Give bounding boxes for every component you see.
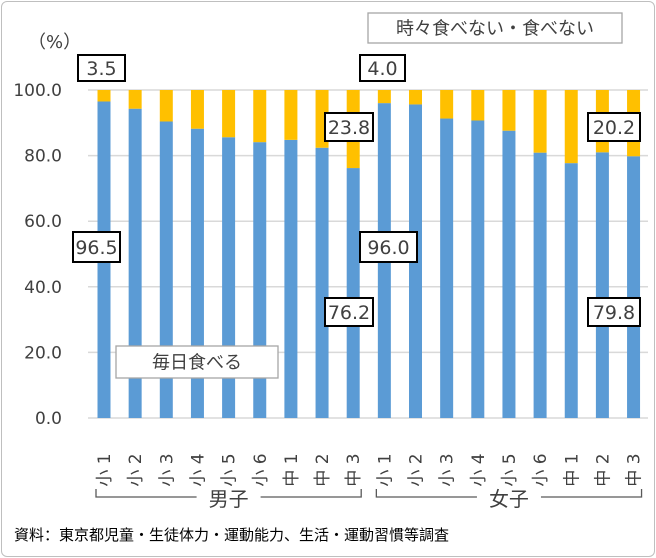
- x-tick-label: 小 4: [188, 453, 208, 486]
- x-tick-label: 中 3: [344, 453, 364, 486]
- data-label-box: [324, 112, 374, 142]
- x-tick-label: 小 5: [220, 453, 240, 486]
- group-bracket: [95, 489, 362, 498]
- x-tick-label: 小 1: [375, 453, 395, 486]
- data-label-box: [359, 231, 418, 263]
- group-label: 女子: [489, 487, 529, 511]
- bar-segment-sometimes: [159, 90, 173, 122]
- bar-segment-sometimes: [377, 90, 391, 104]
- bar-segment-daily: [440, 118, 454, 418]
- x-tick-label: 中 2: [593, 453, 613, 486]
- data-label-box: [359, 54, 406, 82]
- bar-segment-daily: [315, 147, 329, 418]
- legend-sometimes-box: [367, 12, 623, 44]
- bar-segment-daily: [595, 152, 609, 418]
- x-tick-label: 小 3: [438, 453, 458, 486]
- x-tick-label: 小 2: [407, 453, 427, 486]
- legend-daily-box: [115, 345, 279, 379]
- data-label-box: [77, 54, 126, 82]
- y-tick-label: 60.0: [24, 212, 62, 232]
- x-tick-label: 小 1: [95, 453, 115, 486]
- bar-segment-sometimes: [564, 90, 578, 164]
- x-tick-label: 中 2: [313, 453, 333, 486]
- source-note: 資料：東京都児童・生徒体力・運動能力、生活・運動習慣等調査: [14, 526, 450, 544]
- data-label: 96.0: [367, 237, 409, 259]
- group-label: 男子: [209, 487, 249, 511]
- data-label: 76.2: [328, 302, 370, 324]
- bar-segment-sometimes: [533, 90, 547, 153]
- data-label: 3.5: [86, 58, 116, 80]
- x-tick-label: 小 3: [157, 453, 177, 486]
- bar-segment-daily: [159, 121, 173, 418]
- bar-segment-sometimes: [409, 90, 422, 105]
- y-tick-label: 0.0: [35, 409, 62, 429]
- y-unit-label: （%）: [28, 32, 81, 53]
- data-label: 96.5: [75, 237, 117, 259]
- bar-segment-daily: [502, 130, 516, 418]
- bar-segment-daily: [346, 168, 360, 418]
- bar-segment-sometimes: [471, 90, 485, 121]
- bar-segment-daily: [564, 163, 578, 418]
- bar-segment-sometimes: [440, 90, 454, 119]
- x-tick-label: 小 6: [531, 453, 551, 486]
- x-tick-label: 中 3: [625, 453, 645, 486]
- data-label-box: [324, 297, 374, 327]
- y-tick-label: 20.0: [24, 343, 62, 363]
- x-tick-label: 小 6: [251, 453, 271, 486]
- x-tick-label: 小 4: [469, 453, 489, 486]
- bar-segment-daily: [471, 120, 485, 418]
- y-tick-label: 100.0: [13, 81, 62, 101]
- data-label: 23.8: [328, 117, 370, 139]
- legend-daily: 毎日食べる: [152, 352, 242, 373]
- bar-segment-daily: [284, 139, 298, 418]
- data-label: 4.0: [367, 58, 397, 80]
- bar-segment-sometimes: [97, 90, 111, 102]
- bar-segment-sometimes: [222, 90, 236, 138]
- y-tick-label: 40.0: [24, 278, 62, 298]
- x-tick-label: 小 2: [126, 453, 146, 486]
- bar-segment-daily: [627, 156, 641, 419]
- data-label: 20.2: [593, 117, 635, 139]
- data-label-box: [587, 112, 641, 142]
- x-tick-label: 中 1: [282, 453, 302, 486]
- bar-segment-sometimes: [253, 90, 267, 143]
- y-tick-label: 80.0: [24, 147, 62, 167]
- data-label-box: [72, 231, 121, 263]
- data-label-box: [587, 297, 641, 327]
- bar-segment-daily: [128, 108, 142, 419]
- bar-segment-sometimes: [502, 90, 516, 131]
- legend-sometimes: 時々食べない・食べない: [396, 18, 594, 39]
- group-bracket: [375, 489, 643, 498]
- bar-segment-daily: [533, 152, 547, 418]
- bar-segment-sometimes: [128, 90, 142, 109]
- x-tick-label: 中 1: [562, 453, 582, 486]
- bar-segment-sometimes: [284, 90, 298, 140]
- data-label: 79.8: [593, 302, 635, 324]
- bar-segment-sometimes: [190, 90, 204, 129]
- x-tick-label: 小 5: [500, 453, 520, 486]
